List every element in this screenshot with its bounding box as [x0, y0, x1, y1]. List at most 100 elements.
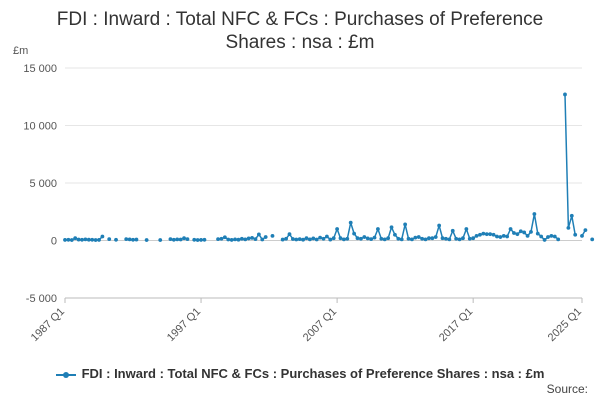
data-point	[369, 237, 374, 242]
data-point	[461, 236, 465, 241]
data-point	[420, 236, 425, 241]
data-point	[352, 231, 357, 236]
data-point	[508, 227, 513, 231]
data-point	[127, 237, 132, 242]
data-point	[287, 232, 292, 237]
data-point	[342, 237, 346, 242]
chart-title-line-1: FDI : Inward : Total NFC & FCs : Purchas…	[56, 9, 544, 30]
data-point	[171, 237, 176, 242]
data-point	[464, 227, 469, 231]
y-axis-unit-label: £m	[13, 45, 29, 57]
y-tick-label: 5 000	[29, 178, 57, 190]
data-point	[566, 225, 571, 230]
data-point	[219, 236, 224, 241]
data-point	[182, 236, 186, 241]
data-point	[389, 225, 394, 230]
data-point	[437, 223, 442, 228]
data-point	[114, 237, 118, 242]
series-layer	[63, 92, 595, 242]
data-point	[386, 236, 391, 241]
data-point	[256, 232, 261, 237]
data-point	[253, 237, 258, 242]
grid-layer	[65, 67, 582, 299]
data-point	[362, 235, 367, 239]
data-point	[239, 236, 244, 241]
data-point	[444, 236, 448, 241]
data-point	[284, 236, 288, 241]
data-point	[80, 237, 84, 242]
data-point	[416, 235, 421, 239]
data-point	[556, 237, 561, 242]
data-point	[491, 232, 496, 237]
data-point	[192, 237, 197, 242]
data-point	[73, 236, 78, 241]
x-tick-label: 2007 Q1	[301, 306, 339, 344]
y-tick-label: 10 000	[23, 121, 57, 133]
data-point	[532, 212, 537, 216]
data-point	[590, 237, 595, 242]
x-tick-label: 1987 Q1	[29, 306, 67, 344]
data-point	[450, 228, 455, 233]
data-point	[413, 235, 418, 240]
data-point	[379, 236, 384, 241]
data-point	[178, 237, 183, 242]
data-point	[382, 237, 387, 242]
data-point	[518, 229, 523, 234]
data-point	[403, 222, 408, 227]
data-point	[512, 231, 516, 235]
data-point	[505, 234, 510, 239]
data-point	[328, 237, 333, 242]
data-point	[529, 229, 533, 234]
data-point	[423, 237, 428, 242]
data-point	[263, 235, 268, 239]
legend[interactable]: FDI : Inward : Total NFC & FCs : Purchas…	[0, 366, 600, 381]
data-point	[474, 234, 479, 238]
data-point	[580, 234, 584, 238]
data-point	[569, 213, 574, 218]
data-point	[546, 235, 550, 239]
data-point	[158, 238, 163, 242]
data-point	[307, 237, 312, 242]
data-point	[63, 238, 67, 242]
data-point	[488, 232, 493, 237]
data-point	[396, 236, 401, 241]
data-point	[270, 234, 275, 238]
data-point	[440, 236, 445, 241]
data-point	[365, 236, 370, 241]
data-point	[471, 236, 476, 241]
data-point	[131, 237, 135, 242]
data-point	[355, 236, 360, 241]
series-line	[65, 94, 592, 240]
data-point	[83, 237, 88, 242]
data-point	[376, 227, 380, 231]
data-point	[542, 238, 547, 242]
data-point	[498, 235, 503, 239]
data-point	[338, 236, 343, 241]
data-point	[100, 234, 105, 239]
data-point	[290, 237, 295, 241]
data-point	[535, 231, 540, 236]
data-point	[226, 237, 231, 242]
data-point	[348, 220, 353, 225]
data-point	[314, 237, 319, 242]
data-point	[243, 237, 248, 242]
data-point	[467, 236, 472, 241]
data-point	[393, 232, 397, 237]
data-point	[144, 238, 149, 242]
data-point	[236, 237, 241, 242]
data-point	[124, 237, 129, 242]
data-point	[331, 236, 336, 241]
data-point	[484, 232, 489, 237]
data-point	[246, 236, 251, 241]
data-point	[563, 92, 567, 97]
data-point	[552, 234, 557, 239]
y-tick-label: 15 000	[23, 63, 57, 75]
data-point	[250, 235, 254, 240]
data-point	[549, 234, 554, 238]
data-point	[495, 234, 499, 239]
data-point	[86, 237, 91, 242]
data-point	[199, 238, 203, 242]
data-point	[427, 236, 431, 241]
data-point	[430, 236, 435, 241]
